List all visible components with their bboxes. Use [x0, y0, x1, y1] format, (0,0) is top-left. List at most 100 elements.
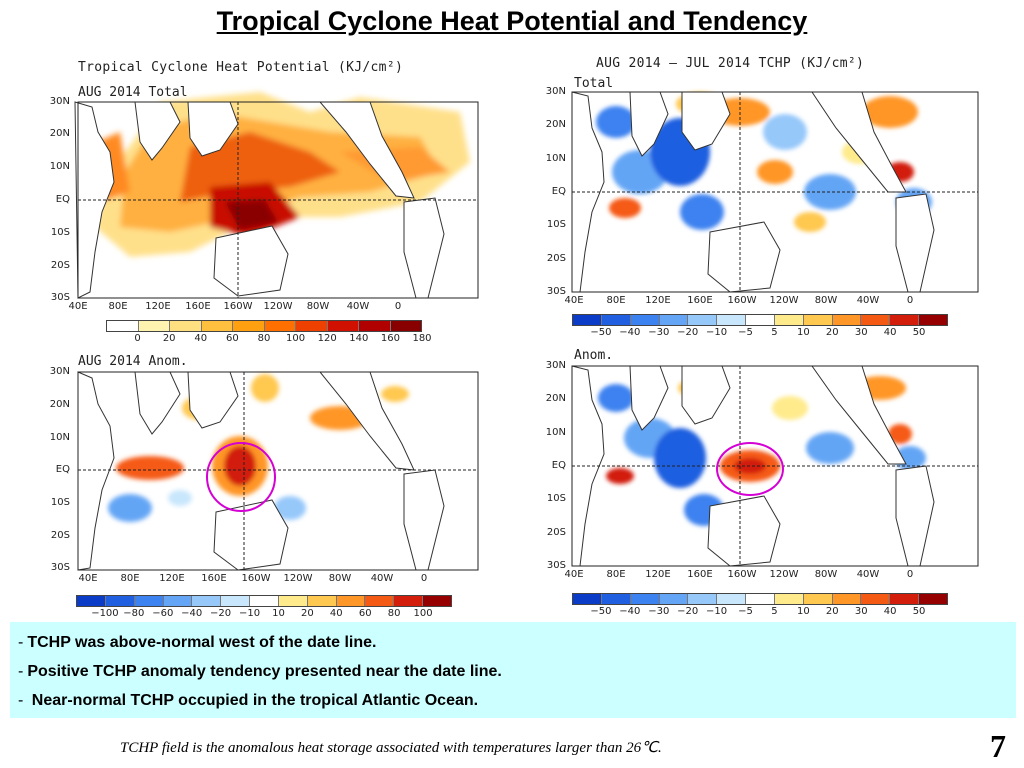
lat-label: EQ — [551, 186, 566, 197]
lat-label: 10S — [50, 227, 70, 238]
lat-label: 30N — [545, 86, 566, 97]
lat-label: 30S — [546, 286, 566, 297]
lon-label: 0 — [906, 295, 914, 306]
lon-label: 80E — [606, 295, 626, 306]
colorbar — [106, 320, 422, 332]
colorbar-tick-label: 80 — [257, 333, 271, 342]
colorbar-swatch — [832, 315, 862, 325]
colorbar-swatch — [423, 596, 451, 606]
colorbar-swatch — [365, 596, 395, 606]
colorbar-swatch — [659, 594, 689, 604]
colorbar-swatch — [264, 321, 296, 331]
lon-label: 120E — [159, 573, 185, 584]
lon-label: 160W — [727, 295, 757, 306]
lon-label: 160E — [687, 295, 713, 306]
colorbar-tick-label: 100 — [286, 333, 306, 342]
colorbar-swatch — [890, 315, 920, 325]
lon-label: 80W — [814, 295, 838, 306]
colorbar-tick-label: −10 — [706, 606, 728, 617]
highlight-circle — [716, 442, 784, 496]
lat-label: 10S — [546, 493, 566, 504]
colorbar-tick-label: 20 — [301, 608, 314, 619]
plot-subtitle: Total — [574, 76, 614, 91]
lat-label: 20N — [49, 399, 70, 410]
lat-label: 20S — [50, 260, 70, 271]
colorbar-swatch — [803, 315, 833, 325]
bullet-text: Near-normal TCHP occupied in the tropica… — [27, 692, 479, 709]
colorbar-tick-label: −20 — [677, 327, 699, 338]
colorbar-tick-label: 30 — [854, 606, 868, 617]
plot-subtitle: Anom. — [574, 348, 614, 363]
lat-label: 20S — [546, 253, 566, 264]
colorbar-tick-label: 50 — [912, 327, 926, 338]
colorbar-swatch — [803, 594, 833, 604]
colorbar-tick-label: 180 — [412, 333, 432, 342]
lat-label: 10N — [49, 432, 70, 443]
colorbar-tick-label: 5 — [771, 606, 778, 617]
colorbar-tick-label: −40 — [619, 606, 641, 617]
lat-label: 20N — [49, 128, 70, 139]
colorbar-swatch — [134, 596, 164, 606]
colorbar-swatch — [717, 594, 747, 604]
lon-label: 120W — [263, 301, 293, 312]
colorbar-tick-label: −60 — [152, 608, 174, 619]
lon-label: 40W — [370, 573, 394, 584]
colorbar-swatch — [233, 321, 265, 331]
colorbar-tick-label: −30 — [648, 327, 670, 338]
lat-label: 20N — [545, 393, 566, 404]
colorbar-swatch — [688, 594, 718, 604]
plot-title: Tropical Cyclone Heat Potential (KJ/cm²) — [78, 60, 404, 75]
lon-label: 120E — [145, 301, 171, 312]
map-tchp-total — [74, 92, 479, 299]
map-panel-tchp-anomaly: AUG 2014 Anom. 30N 20N 10N EQ — [40, 348, 510, 620]
colorbar-swatch — [107, 321, 139, 331]
colorbar-swatch — [250, 596, 279, 606]
colorbar-swatch — [201, 321, 233, 331]
lon-label: 0 — [420, 573, 428, 584]
lon-label: 120W — [283, 573, 313, 584]
colorbar-tick-label: 10 — [797, 327, 810, 338]
lon-label: 120E — [645, 295, 671, 306]
lon-label: 160W — [223, 301, 253, 312]
colorbar-swatch — [394, 596, 424, 606]
lon-label: 0 — [394, 301, 402, 312]
colorbar-swatch — [630, 315, 660, 325]
colorbar-swatch — [573, 594, 602, 604]
colorbar-swatch — [327, 321, 359, 331]
colorbar-swatch — [336, 596, 366, 606]
bullet-text: Positive TCHP anomaly tendency presented… — [27, 663, 502, 680]
colorbar-tick-label: 5 — [771, 327, 778, 338]
slide-title: Tropical Cyclone Heat Potential and Tend… — [216, 6, 808, 36]
colorbar-tick-label: 100 — [413, 608, 433, 619]
lat-label: 10S — [546, 219, 566, 230]
colorbar-tick-label: 10 — [272, 608, 285, 619]
colorbar-swatch — [105, 596, 135, 606]
colorbar-tick-label: 20 — [825, 327, 839, 338]
colorbar-tick-label: 120 — [317, 333, 337, 342]
colorbar-swatch — [861, 594, 891, 604]
colorbar-tick-label: 20 — [825, 606, 839, 617]
bullet-item: - Positive TCHP anomaly tendency presente… — [18, 663, 502, 680]
colorbar-swatch — [919, 594, 947, 604]
colorbar-tick-label: 10 — [797, 606, 810, 617]
lon-label: 80E — [606, 569, 626, 580]
colorbar-tick-label: 40 — [883, 606, 897, 617]
colorbar-swatch — [192, 596, 222, 606]
lon-label: 40W — [856, 295, 880, 306]
plot-subtitle: AUG 2014 Total — [78, 85, 188, 100]
colorbar-tick-label: 20 — [162, 333, 176, 342]
lat-label: 30N — [49, 366, 70, 377]
colorbar-labels: −100 −80 −60 −40 −20 −10 10 20 40 60 80 100 — [76, 608, 452, 620]
lon-label: 80W — [814, 569, 838, 580]
colorbar — [572, 314, 948, 326]
colorbar-labels: −50 −40 −30 −20 −10 −5 5 10 20 30 40 50 — [572, 606, 948, 618]
colorbar-swatch — [890, 594, 920, 604]
colorbar-swatch — [77, 596, 106, 606]
lat-label: 30S — [50, 562, 70, 573]
bullet-text: TCHP was above-normal west of the date l… — [27, 634, 377, 651]
lon-label: 120W — [769, 295, 799, 306]
lon-label: 120E — [645, 569, 671, 580]
lon-label: 120W — [769, 569, 799, 580]
colorbar-tick-label: 80 — [387, 608, 401, 619]
colorbar — [572, 593, 948, 605]
